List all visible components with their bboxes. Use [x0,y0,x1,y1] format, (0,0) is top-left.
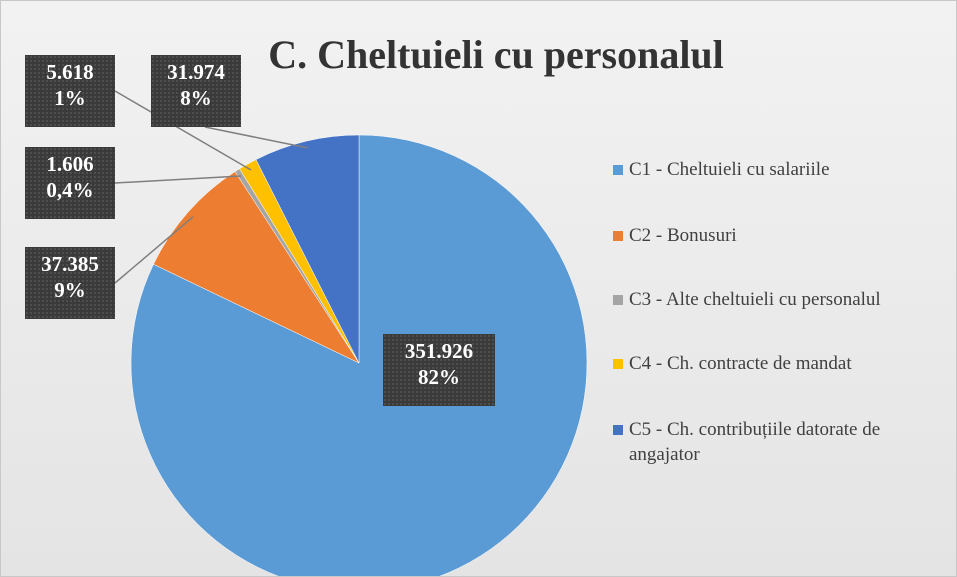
value-label: 351.926 [404,339,474,363]
leader-line [114,175,242,184]
data-label: 37.385 9% [25,247,115,319]
leader-line [114,90,252,171]
legend-item: C2 - Bonusuri [613,223,953,248]
data-label: 31.974 8% [151,55,241,127]
value-label: 5.618 [46,60,94,84]
value-label: 1.606 [46,152,94,176]
legend-item: C3 - Alte cheltuieli cu personalul [613,287,953,312]
legend-swatch [613,231,623,241]
legend-swatch [613,165,623,175]
percent-label: 1% [54,86,86,110]
legend-item: C5 - Ch. contribuțiile datorate de angaj… [613,417,953,467]
legend-label: C2 - Bonusuri [629,225,737,246]
legend-item: C1 - Cheltuieli cu salariile [613,157,953,182]
legend-label: C4 - Ch. contracte de mandat [629,353,852,374]
legend-swatch [613,359,623,369]
legend-swatch [613,425,623,435]
pie-slice [153,171,360,364]
pie-slice [255,134,360,364]
percent-label: 0,4% [46,178,94,202]
chart-title: C. Cheltuieli cu personalul [268,32,724,77]
legend-swatch [613,295,623,305]
leader-line [204,126,308,149]
data-label: 351.926 82% [383,334,495,406]
value-label: 31.974 [167,60,225,84]
value-label: 37.385 [41,252,99,276]
legend-label: C5 - Ch. contribuțiile datorate de angaj… [629,419,881,465]
percent-label: 9% [54,278,86,302]
percent-label: 82% [418,365,460,389]
percent-label: 8% [180,86,212,110]
data-label: 5.618 1% [25,55,115,127]
data-label: 1.606 0,4% [25,147,115,219]
legend-label: C3 - Alte cheltuieli cu personalul [629,289,881,310]
pie-slice [130,134,588,576]
legend-item: C4 - Ch. contracte de mandat [613,351,953,376]
leader-line [114,216,194,284]
legend-label: C1 - Cheltuieli cu salariile [629,159,830,180]
